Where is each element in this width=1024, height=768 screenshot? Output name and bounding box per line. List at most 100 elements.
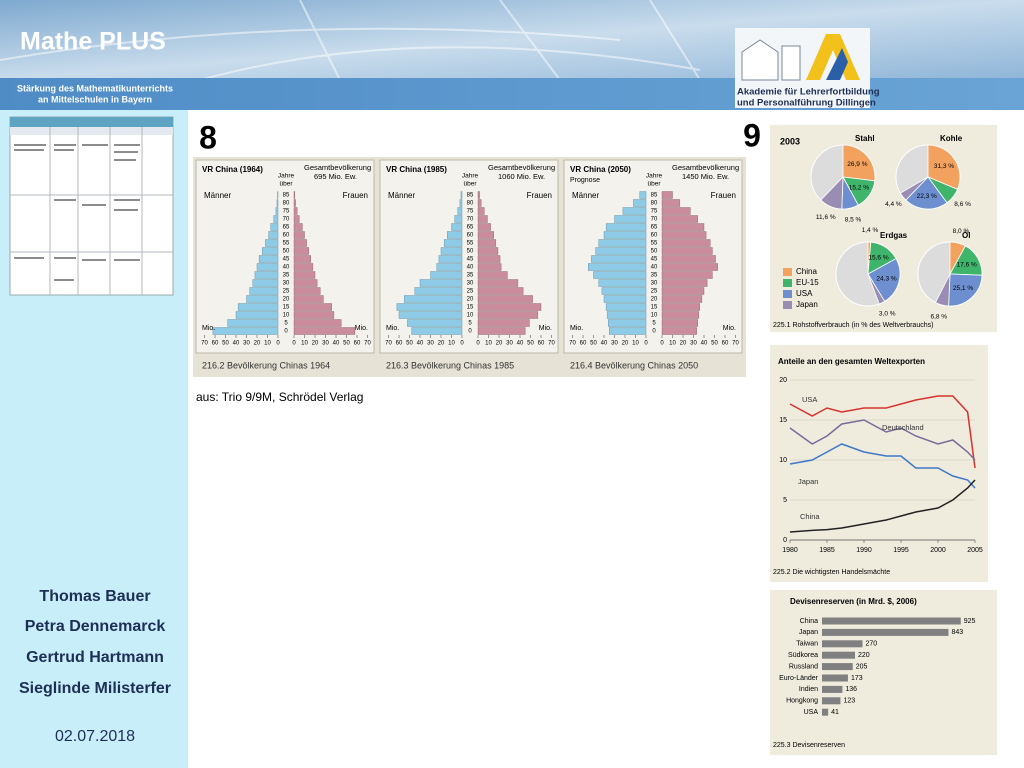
legend-label: USA (796, 289, 813, 298)
x-tick-label: 1985 (819, 547, 835, 554)
unit-label: Mio. (539, 325, 552, 332)
men-bar (603, 231, 647, 239)
table-frame (9, 116, 174, 296)
age-label: 65 (651, 225, 658, 231)
unit-label: Mio. (570, 325, 583, 332)
age-label: 50 (467, 249, 474, 255)
pie-value-label: 1,4 % (862, 227, 879, 234)
men-bar (404, 295, 463, 303)
age-label: 70 (651, 217, 658, 223)
age-label: 0 (284, 329, 288, 335)
author: Sieglinde Milisterfer (19, 680, 171, 697)
pie-value-label: 8,0 % (953, 228, 970, 235)
men-bar (398, 311, 463, 319)
x-tick-label: 20 (312, 341, 319, 347)
age-label: 60 (283, 233, 290, 239)
men-bar (457, 207, 463, 215)
x-tick-label: 10 (448, 341, 455, 347)
x-tick-label: 0 (276, 341, 280, 347)
age-label: 0 (652, 329, 656, 335)
x-tick-label: 2000 (930, 547, 946, 554)
women-bar (477, 287, 524, 295)
pie-title: Öl (962, 231, 970, 240)
pie-slice (905, 176, 948, 210)
women-bar (293, 303, 332, 311)
x-tick-label: 0 (644, 341, 648, 347)
legend-swatch (783, 301, 792, 309)
women-bar (293, 247, 309, 255)
men-bar (254, 271, 279, 279)
pyramid-title: VR China (2050) (570, 165, 631, 174)
women-bar (477, 279, 519, 287)
women-bar (661, 263, 718, 271)
men-bar (447, 231, 463, 239)
men-bar (454, 215, 463, 223)
line-figure (770, 345, 988, 582)
x-tick-label: 10 (264, 341, 271, 347)
age-label: 15 (651, 305, 658, 311)
logo-a (806, 34, 860, 80)
series-line (789, 395, 976, 469)
women-bar (661, 287, 705, 295)
pyramid-title: VR China (1985) (386, 165, 447, 174)
x-tick-label: 20 (438, 341, 445, 347)
women-bar (477, 303, 542, 311)
x-tick-label: 10 (485, 341, 492, 347)
women-bar (293, 287, 321, 295)
women-bar (477, 199, 482, 207)
age-label: 30 (283, 281, 290, 287)
x-tick-label: 50 (590, 341, 597, 347)
men-bar (227, 319, 279, 327)
pie-slice (927, 144, 961, 190)
women-bar (293, 231, 305, 239)
age-label: 10 (283, 313, 290, 319)
series-label: Japan (798, 477, 818, 486)
series-label: China (800, 512, 820, 521)
pyramid-total-label: Gesamtbevölkerung (304, 163, 371, 172)
age-header: Jahre (646, 173, 663, 180)
pie-value-label: 31,3 % (934, 163, 954, 170)
men-bar (605, 303, 647, 311)
pie-year: 2003 (780, 136, 800, 146)
x-tick-label: 30 (322, 341, 329, 347)
x-tick-label: 50 (343, 341, 350, 347)
men-bar (614, 215, 647, 223)
x-tick-label: 50 (222, 341, 229, 347)
women-label: Frauen (527, 191, 552, 200)
men-label: Männer (388, 191, 415, 200)
institution-name: Akademie für Lehrerfortbildung (737, 87, 880, 98)
x-tick-label: 40 (417, 341, 424, 347)
pie-slice (867, 273, 886, 305)
women-bar (477, 247, 499, 255)
age-header: über (647, 181, 661, 188)
age-label: 65 (467, 225, 474, 231)
line-caption: 225.2 Die wichtigsten Handelsmächte (773, 569, 890, 576)
pie-value-label: 6,8 % (930, 313, 947, 320)
men-bar (608, 319, 647, 327)
author: Petra Dennemarck (25, 618, 166, 635)
x-tick-label: 20 (254, 341, 261, 347)
line-title: Anteile an den gesamten Weltexporten (778, 357, 925, 366)
series-line (789, 479, 976, 533)
men-bar (603, 295, 647, 303)
legend-label: EU-15 (796, 278, 819, 287)
men-label: Männer (204, 191, 231, 200)
men-bar (605, 223, 647, 231)
men-bar (276, 199, 279, 207)
age-label: 70 (467, 217, 474, 223)
source-note: aus: Trio 9/9M, Schrödel Verlag (196, 390, 363, 404)
women-bar (661, 223, 705, 231)
x-tick-label: 70 (364, 341, 371, 347)
age-label: 25 (651, 289, 658, 295)
bar-value: 136 (845, 686, 857, 693)
men-bar (419, 279, 463, 287)
y-tick-label: 5 (783, 497, 787, 504)
bar-caption: 225.3 Devisenreserven (773, 742, 845, 749)
x-tick-label: 40 (701, 341, 708, 347)
pie-value-label: 25,1 % (953, 285, 973, 292)
x-tick-label: 70 (569, 341, 576, 347)
women-bar (661, 327, 697, 335)
women-bar (661, 255, 716, 263)
